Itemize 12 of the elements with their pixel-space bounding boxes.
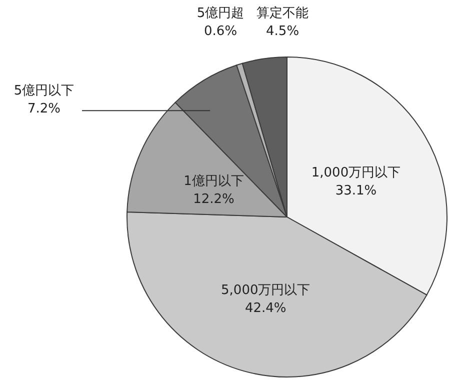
data-label: 12.2% [193, 192, 234, 207]
slice-label: 1億円以下 [184, 174, 244, 189]
slice-label: 5億円超 [196, 6, 244, 21]
data-label: 4.5% [266, 24, 300, 39]
data-label: 33.1% [335, 183, 377, 198]
slice-label: 算定不能 [256, 6, 309, 21]
data-label: 0.6% [204, 24, 238, 39]
data-label: 42.4% [244, 301, 286, 316]
slice-label: 5,000万円以下 [221, 283, 310, 298]
slice-label: 1,000万円以下 [311, 165, 401, 180]
data-label: 7.2% [27, 102, 61, 117]
slice-label: 5億円以下 [14, 84, 74, 99]
